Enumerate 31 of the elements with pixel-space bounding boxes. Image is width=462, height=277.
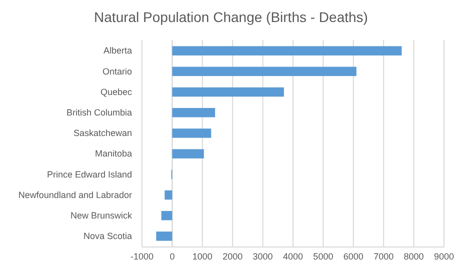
- bar: [156, 232, 172, 241]
- bar: [172, 87, 284, 97]
- y-tick-label: Manitoba: [94, 148, 132, 159]
- y-tick-label: Alberta: [103, 46, 132, 56]
- y-tick-label: Nova Scotia: [83, 231, 132, 242]
- x-tick-label: 5000: [313, 251, 334, 262]
- x-tick-label: 4000: [282, 251, 304, 262]
- bar: [172, 46, 402, 56]
- x-tick-label: 3000: [252, 251, 273, 262]
- bar: [161, 210, 172, 220]
- y-tick-label: British Columbia: [66, 107, 132, 118]
- y-tick-label: Newfoundland and Labrador: [18, 190, 132, 200]
- y-tick-label: New Brunswick: [70, 210, 132, 220]
- x-tick-label: 7000: [374, 251, 394, 262]
- bar: [172, 108, 216, 118]
- y-tick-label: Quebec: [100, 86, 132, 97]
- bar: [172, 128, 212, 138]
- x-tick-label: 8000: [404, 251, 424, 262]
- x-tick-label: 0: [170, 251, 175, 262]
- x-tick-label: 6000: [343, 251, 364, 262]
- bar: [172, 149, 204, 158]
- y-tick-label: Ontario: [102, 66, 132, 76]
- x-tick-label: 1000: [192, 251, 212, 262]
- x-tick-label: 9000: [434, 251, 454, 262]
- bar: [164, 190, 172, 200]
- y-tick-label: Saskatchewan: [73, 128, 132, 138]
- bar: [172, 66, 356, 76]
- y-tick-label: Prince Edward Island: [46, 169, 132, 180]
- x-tick-label: -1000: [130, 251, 154, 262]
- x-tick-label: 2000: [222, 251, 243, 262]
- chart-title: Natural Population Change (Births - Deaths): [94, 9, 368, 25]
